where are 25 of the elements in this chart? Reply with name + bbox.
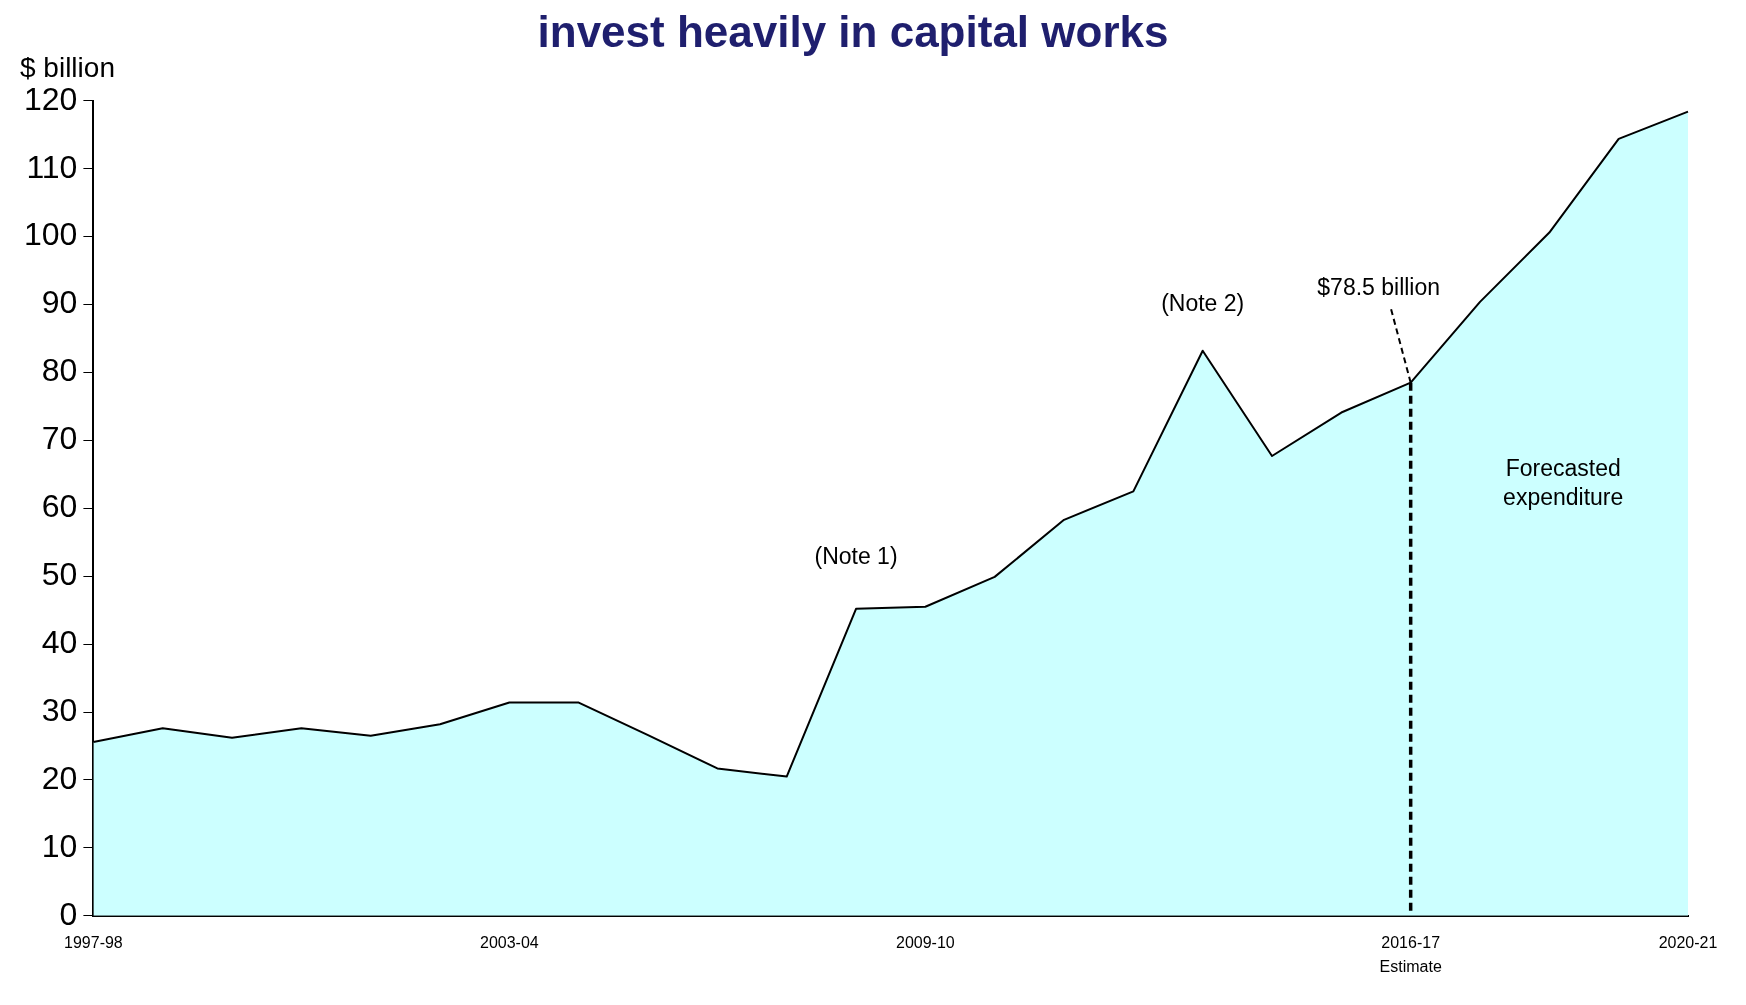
- x-tick-label: 2016-17: [1381, 933, 1441, 951]
- y-tick-label: 40: [41, 623, 78, 660]
- y-axis-title: $ billion: [20, 51, 115, 83]
- y-tick-label: 70: [41, 420, 78, 457]
- y-tick-label: 30: [41, 691, 78, 728]
- annotation: (Note 1): [814, 542, 898, 569]
- y-tick-label: 100: [24, 216, 78, 253]
- y-tick-label: 50: [41, 556, 78, 593]
- annotation: Forecasted expenditure: [1503, 454, 1624, 510]
- y-tick-label: 20: [41, 759, 78, 796]
- x-tick-label: 2020-21: [1658, 933, 1718, 951]
- x-tick-label: 2009-10: [896, 933, 955, 951]
- y-tick-label: 80: [41, 352, 78, 389]
- y-tick-label: 110: [26, 148, 78, 185]
- text: Estimate: [1379, 958, 1442, 976]
- x-tick-label: 2003-04: [480, 933, 539, 951]
- y-tick-label: 60: [41, 488, 78, 525]
- y-tick-label: 120: [24, 80, 78, 117]
- chart-title: invest heavily in capital works: [537, 6, 1169, 56]
- annotation: (Note 2): [1161, 289, 1245, 316]
- y-tick-label: 10: [41, 827, 78, 864]
- annotation: $78.5 billion: [1317, 274, 1441, 301]
- y-tick-label: 90: [41, 284, 78, 321]
- x-tick-label: 1997-98: [64, 933, 123, 951]
- y-tick-label: 0: [59, 895, 78, 932]
